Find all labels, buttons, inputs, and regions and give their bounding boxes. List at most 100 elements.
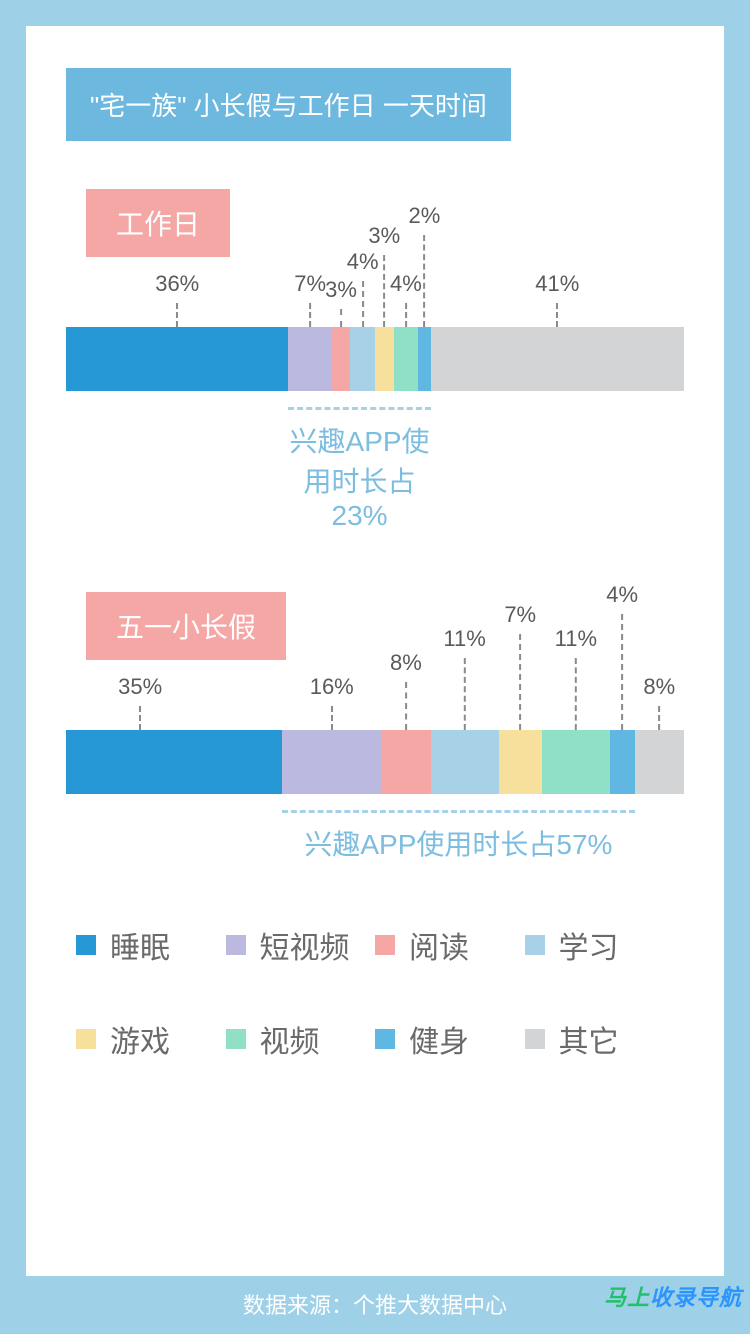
bar-segment-game [499, 730, 542, 794]
bar-label: 11% [443, 626, 485, 730]
legend-swatch [226, 935, 246, 955]
chart-title: "宅一族" 小长假与工作日 一天时间 [66, 68, 511, 141]
bar-track [66, 730, 684, 794]
legend-item: 其它 [525, 1017, 675, 1061]
bar-segment-study [350, 327, 375, 391]
bar-label-text: 35% [118, 674, 162, 699]
bar-segment-short_video [288, 327, 331, 391]
tick-line [423, 235, 425, 327]
tick-line [575, 658, 577, 730]
legend-item: 阅读 [375, 923, 525, 967]
bar-label-text: 8% [390, 650, 422, 675]
bar-segment-fitness [418, 327, 430, 391]
bar-label-text: 4% [606, 582, 638, 607]
bar-segment-game [375, 327, 394, 391]
legend-swatch [525, 1029, 545, 1049]
bar-label-text: 41% [535, 271, 579, 296]
chart-tag: 五一小长假 [86, 592, 286, 660]
bar-label-text: 16% [310, 674, 354, 699]
chart-section: 工作日 36%7%3%4%3%4%2%41% 兴趣APP使用时长占23% [66, 189, 684, 532]
tick-line [362, 281, 364, 327]
annotation-dash [282, 810, 634, 813]
legend-item: 学习 [525, 923, 675, 967]
bar-label-text: 2% [409, 203, 441, 228]
bar-label: 16% [310, 674, 354, 730]
legend: 睡眠 短视频 阅读 学习游戏视频 健身 其它 [66, 923, 684, 1111]
bar-label: 41% [535, 271, 579, 327]
outer-frame: "宅一族" 小长假与工作日 一天时间 工作日 36%7%3%4%3%4%2%41%… [0, 0, 750, 1334]
tick-line [464, 658, 466, 730]
bar-segment-fitness [610, 730, 635, 794]
bar-label-text: 7% [504, 602, 536, 627]
legend-swatch [76, 1029, 96, 1049]
legend-item: 视频 [226, 1017, 376, 1061]
bar-label: 8% [390, 650, 422, 730]
bar-segment-reading [332, 327, 351, 391]
bar-label-text: 36% [155, 271, 199, 296]
tick-line [556, 303, 558, 327]
legend-item: 健身 [375, 1017, 525, 1061]
annotation-text: 兴趣APP使用时长占23% [288, 420, 430, 532]
bar-segment-video [542, 730, 610, 794]
bar-label-text: 11% [555, 626, 597, 651]
bar-segment-sleep [66, 327, 288, 391]
chart-card: "宅一族" 小长假与工作日 一天时间 工作日 36%7%3%4%3%4%2%41%… [26, 26, 724, 1276]
legend-swatch [375, 1029, 395, 1049]
chart-section: 五一小长假 35%16%8%11%7%11%4%8% 兴趣APP使用时长占57% [66, 592, 684, 863]
tick-line [519, 634, 521, 730]
legend-swatch [226, 1029, 246, 1049]
bar-segment-video [394, 327, 419, 391]
bar-label: 2% [409, 203, 441, 327]
bar-label-text: 11% [443, 626, 485, 651]
bar-track [66, 327, 684, 391]
tick-line [405, 303, 407, 327]
legend-label: 视频 [260, 1017, 320, 1061]
bar-segment-study [431, 730, 499, 794]
legend-item: 游戏 [76, 1017, 226, 1061]
bar-label: 35% [118, 674, 162, 730]
legend-item: 睡眠 [76, 923, 226, 967]
annotation-text: 兴趣APP使用时长占57% [282, 823, 634, 863]
legend-label: 睡眠 [110, 923, 170, 967]
bar-label: 7% [294, 271, 326, 327]
bar-segment-sleep [66, 730, 282, 794]
legend-label: 健身 [409, 1017, 469, 1061]
tick-line [176, 303, 178, 327]
bar-label: 8% [643, 674, 675, 730]
tick-line [340, 309, 342, 327]
bar-segment-short_video [282, 730, 381, 794]
bar-label: 36% [155, 271, 199, 327]
tick-line [383, 255, 385, 327]
bar-label-text: 8% [643, 674, 675, 699]
legend-swatch [525, 935, 545, 955]
legend-label: 其它 [559, 1017, 619, 1061]
legend-label: 短视频 [260, 923, 350, 967]
tick-line [309, 303, 311, 327]
legend-label: 学习 [559, 923, 619, 967]
annotation-dash [288, 407, 430, 410]
tick-line [405, 682, 407, 730]
bar-segment-other [635, 730, 684, 794]
legend-swatch [76, 935, 96, 955]
chart-tag: 工作日 [86, 189, 230, 257]
tick-line [139, 706, 141, 730]
annotation: 兴趣APP使用时长占57% [66, 810, 684, 863]
bar-label: 4% [606, 582, 638, 730]
watermark-part2: 收录导航 [650, 1285, 742, 1310]
tick-line [621, 614, 623, 730]
annotation: 兴趣APP使用时长占23% [66, 407, 684, 532]
bar-label: 11% [555, 626, 597, 730]
bar-label: 7% [504, 602, 536, 730]
legend-label: 阅读 [409, 923, 469, 967]
bar-label-text: 3% [368, 223, 400, 248]
tick-line [331, 706, 333, 730]
bar-label-text: 7% [294, 271, 326, 296]
legend-swatch [375, 935, 395, 955]
watermark: 马上收录导航 [604, 1280, 742, 1312]
stacked-bar: 36%7%3%4%3%4%2%41% [66, 327, 684, 391]
bar-segment-other [431, 327, 684, 391]
stacked-bar: 35%16%8%11%7%11%4%8% [66, 730, 684, 794]
watermark-part1: 马上 [604, 1285, 650, 1310]
legend-item: 短视频 [226, 923, 376, 967]
bar-segment-reading [381, 730, 430, 794]
